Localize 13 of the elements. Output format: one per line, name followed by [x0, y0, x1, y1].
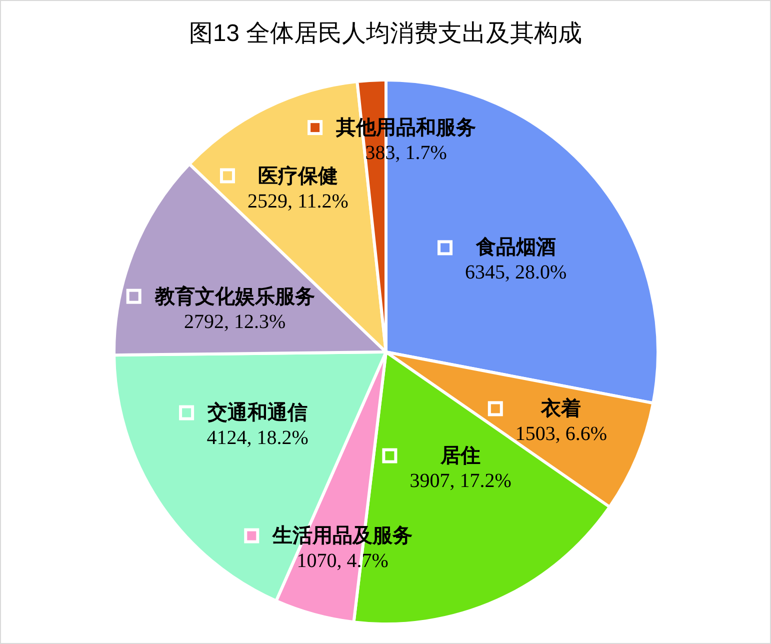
data-label: 6345, 28.0%	[465, 262, 567, 284]
legend-label: 食品烟酒	[474, 236, 556, 259]
data-label: 2529, 11.2%	[247, 190, 348, 212]
data-label: 4124, 18.2%	[206, 427, 308, 450]
data-label: 2792, 12.3%	[184, 310, 286, 333]
data-label: 3907, 17.2%	[410, 470, 512, 492]
legend-label: 交通和通信	[206, 401, 308, 424]
legend-label: 居住	[440, 444, 481, 467]
data-label: 1503, 6.6%	[515, 423, 608, 446]
legend-label: 教育文化娱乐服务	[154, 284, 315, 308]
legend-label: 衣着	[540, 397, 582, 420]
chart-title: 图13 全体居民人均消费支出及其构成	[188, 20, 582, 47]
legend-label: 医疗保健	[258, 164, 338, 188]
